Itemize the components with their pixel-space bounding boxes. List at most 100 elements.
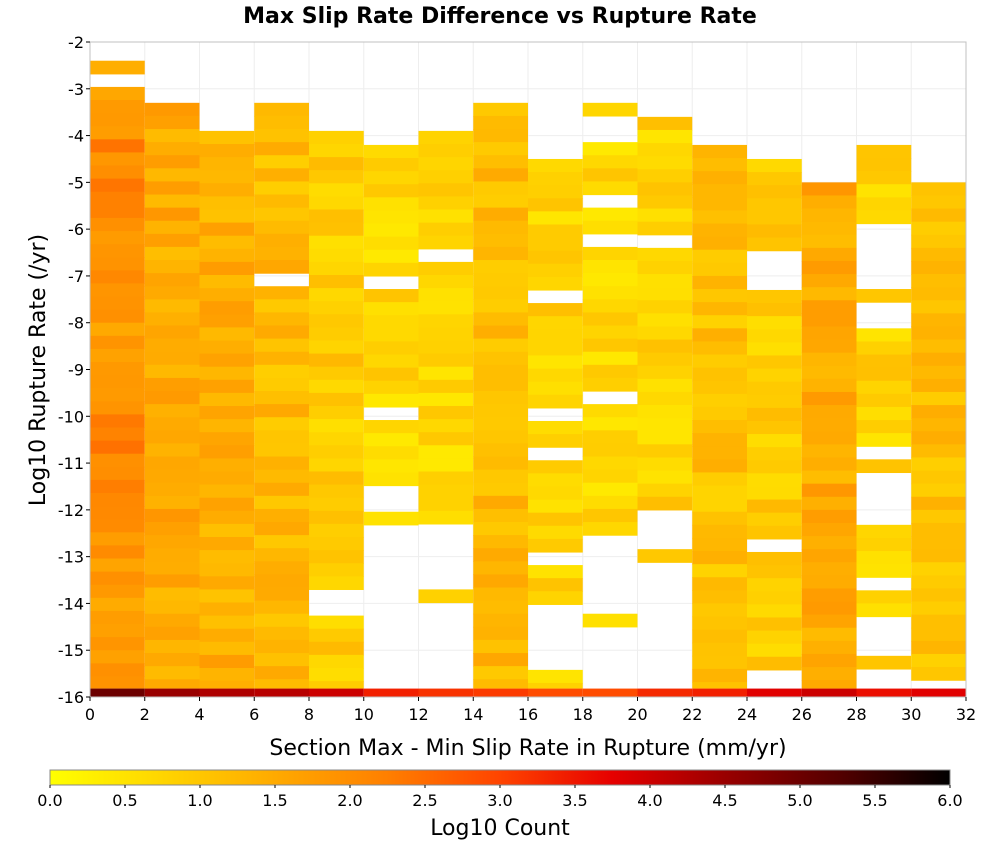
bottom-row-cell xyxy=(801,688,857,697)
heatmap-cell xyxy=(637,182,693,197)
heatmap-cell xyxy=(582,325,638,340)
y-tick-label: -8 xyxy=(68,314,84,333)
heatmap-cell xyxy=(801,653,857,668)
heatmap-cell xyxy=(582,430,638,445)
heatmap-cell xyxy=(418,209,474,224)
heatmap-cell xyxy=(856,459,912,474)
heatmap-cell xyxy=(801,640,857,655)
heatmap-cell xyxy=(801,313,857,328)
heatmap-cell xyxy=(199,523,255,538)
heatmap-cell xyxy=(911,352,966,367)
heatmap-cell xyxy=(309,576,364,590)
heatmap-cell xyxy=(801,221,857,236)
heatmap-cell xyxy=(582,312,638,327)
heatmap-cell xyxy=(90,637,145,651)
heatmap-cell xyxy=(692,577,747,591)
heatmap-cell xyxy=(199,536,255,551)
x-tick-label: 10 xyxy=(354,705,374,724)
y-tick-label: -5 xyxy=(68,173,84,192)
heatmap-cell xyxy=(856,655,912,670)
heatmap-cell xyxy=(473,155,528,169)
heatmap-cell xyxy=(801,562,857,576)
heatmap-cell xyxy=(473,299,528,314)
heatmap-cell xyxy=(747,434,802,448)
heatmap-cell xyxy=(528,368,583,383)
heatmap-cell xyxy=(254,404,309,418)
heatmap-cell xyxy=(90,362,145,376)
heatmap-cell xyxy=(637,457,693,472)
heatmap-cell xyxy=(418,301,474,315)
heatmap-cell xyxy=(144,404,200,418)
heatmap-cell xyxy=(528,158,583,173)
heatmap-cell xyxy=(363,249,419,264)
heatmap-cell xyxy=(637,313,693,328)
heatmap-cell xyxy=(199,183,255,197)
heatmap-cell xyxy=(801,352,857,367)
heatmap-cell xyxy=(637,365,693,380)
heatmap-cell xyxy=(199,681,255,689)
bottom-row-cell xyxy=(309,688,364,697)
y-tick-label: -6 xyxy=(68,220,84,239)
heatmap-cell xyxy=(473,168,528,183)
heatmap-cell xyxy=(692,655,747,670)
heatmap-cell xyxy=(911,483,966,498)
heatmap-cell xyxy=(309,379,364,394)
colorbar-tick-label: 1.5 xyxy=(262,791,287,810)
heatmap-cell xyxy=(199,458,255,473)
x-tick-label: 4 xyxy=(194,705,204,724)
heatmap-cell xyxy=(911,300,966,314)
heatmap-cell xyxy=(911,260,966,275)
heatmap-cell xyxy=(90,650,145,664)
heatmap-cell xyxy=(473,194,528,209)
x-tick-label: 12 xyxy=(408,705,428,724)
heatmap-cell xyxy=(692,315,747,329)
heatmap-cell xyxy=(363,354,419,369)
heatmap-cell xyxy=(90,453,145,468)
heatmap-cell xyxy=(309,288,364,302)
heatmap-cell xyxy=(637,549,693,563)
heatmap-cell xyxy=(309,510,364,525)
heatmap-cell xyxy=(911,457,966,472)
heatmap-cell xyxy=(309,445,364,459)
heatmap-cell xyxy=(90,244,145,258)
heatmap-cell xyxy=(90,86,145,101)
heatmap-cell xyxy=(747,604,802,619)
heatmap-cell xyxy=(473,639,528,654)
heatmap-cell xyxy=(692,511,747,526)
heatmap-cell xyxy=(692,210,747,225)
x-tick-label: 24 xyxy=(737,705,757,724)
heatmap-cell xyxy=(199,196,255,211)
heatmap-cell xyxy=(418,130,474,145)
heatmap-cell xyxy=(473,338,528,353)
heatmap-cell xyxy=(144,233,200,248)
heatmap-cell xyxy=(911,588,966,603)
heatmap-cell xyxy=(692,446,747,460)
heatmap-cell xyxy=(418,157,474,171)
heatmap-cell xyxy=(254,574,309,589)
heatmap-cell xyxy=(90,283,145,298)
heatmap-cell xyxy=(309,183,364,197)
heatmap-cell xyxy=(254,561,309,576)
heatmap-cell xyxy=(90,427,145,442)
heatmap-cell xyxy=(637,326,693,341)
heatmap-cell xyxy=(801,522,857,537)
heatmap-cell xyxy=(856,433,912,447)
heatmap-cell xyxy=(692,590,747,605)
heatmap-cell xyxy=(801,326,857,341)
x-tick-label: 0 xyxy=(85,705,95,724)
heatmap-cell xyxy=(747,342,802,357)
heatmap-cell xyxy=(309,667,364,682)
heatmap-cell xyxy=(309,523,364,538)
heatmap-cell xyxy=(199,654,255,669)
heatmap-cell xyxy=(309,301,364,315)
heatmap-cell xyxy=(144,430,200,445)
heatmap-cell xyxy=(199,222,255,237)
heatmap-cell xyxy=(309,157,364,171)
heatmap-cell xyxy=(637,418,693,432)
heatmap-cell xyxy=(473,574,528,589)
heatmap-cell xyxy=(856,184,912,198)
heatmap-cell xyxy=(747,512,802,527)
heatmap-cell xyxy=(473,351,528,366)
heatmap-cell xyxy=(363,171,419,185)
heatmap-cell xyxy=(199,209,255,224)
